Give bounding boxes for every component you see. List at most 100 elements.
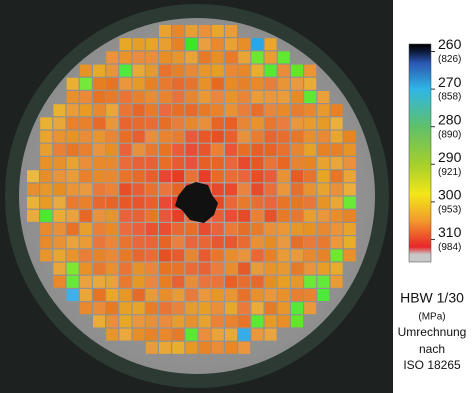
hardness-cell [146, 263, 158, 275]
hardness-cell [225, 302, 237, 314]
hardness-cell [172, 91, 184, 103]
hardness-cell [119, 289, 131, 301]
hardness-cell [172, 236, 184, 248]
hardness-cell [225, 78, 237, 90]
hardness-cell [93, 289, 105, 301]
hardness-cell [344, 223, 356, 235]
hardness-cell [40, 170, 52, 182]
hardness-cell [80, 117, 92, 129]
hardness-cell [53, 131, 65, 143]
hardness-cell [133, 263, 145, 275]
hardness-cell [265, 170, 277, 182]
hardness-cell [199, 170, 211, 182]
hardness-cell [225, 91, 237, 103]
hardness-cell [265, 263, 277, 275]
hardness-cell [291, 144, 303, 156]
hardness-cell [212, 329, 224, 341]
hardness-cell [172, 157, 184, 169]
hardness-cell [159, 144, 171, 156]
hardness-cell [278, 302, 290, 314]
hardness-cell [225, 51, 237, 63]
hardness-cell [251, 51, 263, 63]
caption-line: Umrechnung [398, 325, 467, 339]
hardness-cell [225, 315, 237, 327]
hardness-cell [199, 236, 211, 248]
hardness-cell [185, 51, 197, 63]
hardness-cell [133, 329, 145, 341]
hardness-cell [159, 236, 171, 248]
hardness-cell [331, 276, 343, 288]
hardness-cell [119, 210, 131, 222]
hardness-cell [225, 329, 237, 341]
hardness-cell [40, 157, 52, 169]
hardness-cell [265, 210, 277, 222]
hardness-cell [93, 104, 105, 116]
hardness-cell [93, 170, 105, 182]
hardness-cell [133, 170, 145, 182]
hardness-cell [304, 170, 316, 182]
hardness-cell [251, 289, 263, 301]
hardness-cell [278, 276, 290, 288]
hardness-cell [133, 249, 145, 261]
hardness-cell [304, 91, 316, 103]
hardness-cell [67, 170, 79, 182]
hardness-cell [80, 302, 92, 314]
hardness-cell [278, 131, 290, 143]
hardness-cell [133, 51, 145, 63]
hardness-cell [199, 223, 211, 235]
hardness-cell [278, 157, 290, 169]
hardness-cell [331, 263, 343, 275]
hardness-cell [80, 65, 92, 77]
hardness-cell [133, 236, 145, 248]
hardness-cell [199, 249, 211, 261]
hardness-cell [278, 223, 290, 235]
hardness-cell [185, 38, 197, 50]
hardness-cell [238, 104, 250, 116]
hardness-cell [238, 144, 250, 156]
hardness-cell [238, 289, 250, 301]
hardness-cell [304, 183, 316, 195]
hardness-cell [133, 144, 145, 156]
hardness-cell [53, 170, 65, 182]
hardness-cell [212, 289, 224, 301]
hardness-cell [291, 276, 303, 288]
hardness-cell [331, 183, 343, 195]
hardness-cell [67, 289, 79, 301]
colorbar-tick-label: 310 [438, 224, 462, 240]
hardness-cell [67, 183, 79, 195]
hardness-cell [331, 131, 343, 143]
hardness-cell [212, 302, 224, 314]
hardness-cell [238, 329, 250, 341]
hardness-cell [119, 131, 131, 143]
hardness-cell [27, 183, 39, 195]
hardness-cell [40, 131, 52, 143]
hardness-cell [80, 289, 92, 301]
hardness-cell [344, 210, 356, 222]
hardness-cell [106, 157, 118, 169]
hardness-cell [278, 249, 290, 261]
hardness-cell [119, 223, 131, 235]
hardness-cell [212, 131, 224, 143]
hardness-cell [93, 117, 105, 129]
hardness-cell [146, 78, 158, 90]
hardness-cell [225, 183, 237, 195]
hardness-cell [159, 65, 171, 77]
hardness-cell [238, 78, 250, 90]
hardness-cell [238, 131, 250, 143]
hardness-cell [265, 197, 277, 209]
hardness-cell [53, 276, 65, 288]
hardness-cell [304, 117, 316, 129]
hardness-cell [133, 289, 145, 301]
hardness-cell [185, 342, 197, 354]
hardness-cell [278, 65, 290, 77]
hardness-cell [133, 315, 145, 327]
hardness-cell [225, 236, 237, 248]
hardness-cell [291, 157, 303, 169]
hardness-cell [93, 131, 105, 143]
hardness-cell [278, 289, 290, 301]
hardness-cell [93, 223, 105, 235]
hardness-cell [159, 249, 171, 261]
caption-line: ISO 18265 [403, 358, 461, 372]
hardness-cell [251, 236, 263, 248]
hardness-cell [185, 25, 197, 37]
